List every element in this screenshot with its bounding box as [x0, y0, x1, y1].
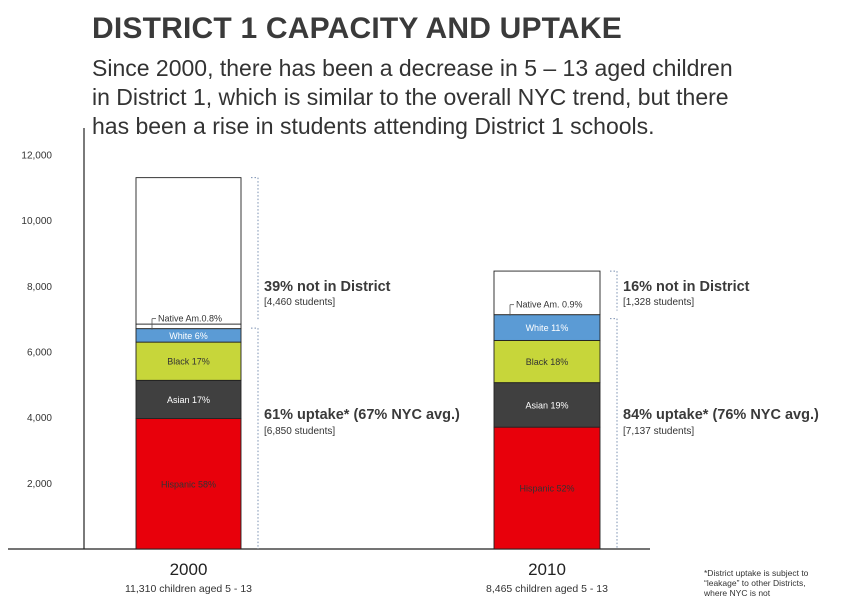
bar-segment-not-in-district	[135, 177, 242, 325]
bar-segment-black	[493, 339, 601, 384]
segment-label: Hispanic 52%	[519, 484, 574, 494]
subtitle-line: in District 1, which is similar to the o…	[92, 84, 729, 110]
bar-segment-asian	[493, 382, 601, 428]
x-category-label: 2010	[528, 560, 566, 579]
footnote-line: “leakage” to other Districts,	[704, 578, 806, 588]
segment-label: Hispanic 58%	[161, 479, 216, 489]
page-title: DISTRICT 1 CAPACITY AND UPTAKE	[92, 12, 622, 45]
not-in-district-count: [1,328 students]	[623, 297, 694, 308]
footnote-line: *District uptake is subject to	[704, 568, 809, 578]
x-category-label: 2000	[170, 560, 208, 579]
uptake-heading: 84% uptake* (76% NYC avg.)	[623, 407, 819, 423]
not-in-district-heading: 39% not in District	[264, 279, 391, 295]
x-category-caption: 8,465 children aged 5 - 13	[486, 583, 608, 595]
bar-segment-hispanic	[493, 426, 601, 550]
bar-segment-not-in-district	[493, 270, 601, 316]
segment-label: Asian 17%	[167, 395, 210, 405]
y-tick-label: 4,000	[27, 413, 52, 424]
segment-label: Native Am.0.8%	[158, 314, 222, 324]
segment-label: White 11%	[526, 323, 569, 333]
y-tick-label: 2,000	[27, 479, 52, 490]
footnote-line: where NYC is not	[703, 588, 771, 598]
y-tick-label: 8,000	[27, 282, 52, 293]
bar-segment-black	[135, 341, 242, 381]
x-category-caption: 11,310 children aged 5 - 13	[125, 583, 252, 595]
subtitle-line: Since 2000, there has been a decrease in…	[92, 55, 733, 81]
segment-label: Black 18%	[526, 357, 569, 367]
bar-segment-asian	[135, 379, 242, 420]
not-in-district-heading: 16% not in District	[623, 279, 750, 295]
page-subtitle: Since 2000, there has been a decrease in…	[92, 54, 792, 141]
y-tick-label: 10,000	[21, 216, 52, 227]
y-tick-label: 12,000	[21, 151, 52, 162]
segment-label: Asian 19%	[525, 400, 568, 410]
segment-label: Black 17%	[167, 357, 210, 367]
not-in-district-count: [4,460 students]	[264, 297, 335, 308]
y-tick-label: 6,000	[27, 348, 52, 359]
bar-segment-hispanic	[135, 418, 242, 550]
segment-label: Native Am. 0.9%	[516, 300, 583, 310]
uptake-count: [7,137 students]	[623, 426, 694, 437]
uptake-heading: 61% uptake* (67% NYC avg.)	[264, 407, 460, 423]
subtitle-line: has been a rise in students attending Di…	[92, 113, 655, 139]
segment-label: White 6%	[169, 331, 208, 341]
uptake-count: [6,850 students]	[264, 426, 335, 437]
